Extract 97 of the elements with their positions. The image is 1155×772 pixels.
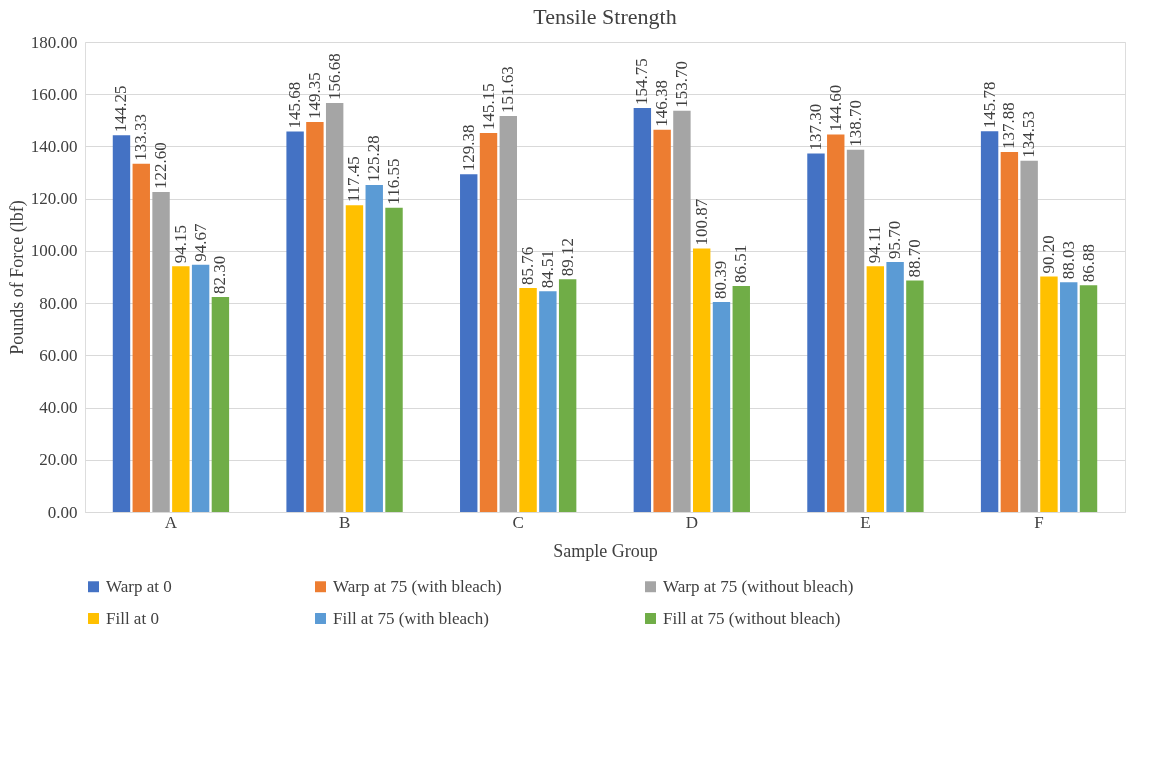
data-label: 94.67 [190,223,210,262]
data-label: 100.87 [691,198,711,246]
bar [558,279,577,512]
bar [460,174,478,512]
bar [866,266,885,512]
data-label: 116.55 [384,158,404,205]
bar [1040,276,1058,512]
y-tick-label: 0.00 [47,502,78,522]
data-label: 88.70 [904,239,924,278]
data-label: 149.35 [304,72,324,120]
bar [906,280,924,512]
data-label: 84.51 [537,250,557,289]
legend-label: Warp at 75 (without bleach) [663,576,854,596]
y-tick-label: 120.00 [30,189,78,209]
legend-label: Fill at 75 (with bleach) [333,608,489,628]
x-tick-label: E [860,512,871,532]
legend-label: Fill at 0 [106,608,159,628]
y-tick-label: 60.00 [39,345,78,365]
bar [365,184,383,512]
data-label: 80.39 [711,260,731,300]
bar [132,163,150,512]
data-label: 144.25 [111,85,131,133]
chart-title: Tensile Strength [533,4,677,29]
data-label: 85.76 [518,246,538,286]
bar [539,291,557,512]
bar [345,205,364,512]
data-label: 134.53 [1019,110,1039,158]
bar [286,131,304,512]
bar [1060,282,1078,512]
x-tick-label: F [1034,512,1044,532]
bar [653,129,671,512]
bar [479,133,498,512]
x-tick-label: B [338,512,351,532]
data-label: 94.15 [170,224,190,264]
bar [1000,151,1019,512]
bar [306,122,324,512]
bar [827,134,845,512]
data-label: 146.38 [652,80,672,127]
bar [693,248,711,512]
bar [172,266,190,512]
bar [846,149,865,512]
x-tick-label: D [685,512,698,532]
data-label: 144.60 [825,84,845,132]
data-label: 117.45 [344,156,364,203]
bar [519,288,537,512]
data-label: 129.38 [458,124,478,172]
data-label: 125.28 [364,135,384,182]
bar [325,102,344,512]
bar [673,110,691,512]
bar [886,262,904,512]
y-tick-label: 40.00 [39,398,78,418]
bar [385,207,403,512]
data-label: 154.75 [632,58,652,105]
data-label: 86.88 [1078,243,1098,283]
data-label: 156.68 [324,53,344,100]
bar [499,116,517,512]
data-label: 151.63 [498,66,518,114]
bar [1020,160,1038,512]
bar [191,264,210,512]
data-label: 94.11 [865,225,885,264]
y-axis-title: Pounds of Force (lbf) [6,200,28,355]
data-label: 138.70 [845,100,865,147]
data-label: 137.30 [805,103,825,151]
data-label: 82.30 [210,255,230,295]
y-tick-label: 180.00 [30,32,78,52]
y-tick-label: 160.00 [30,84,78,104]
data-label: 145.78 [979,81,999,129]
bar [712,302,731,512]
bar [732,286,750,512]
data-label: 133.33 [131,114,151,161]
bar [633,107,652,512]
y-tick-label: 80.00 [39,293,78,313]
bar [980,131,999,512]
data-label: 88.03 [1058,240,1078,280]
legend-label: Warp at 0 [106,576,172,596]
data-label: 145.68 [285,81,305,129]
legend-label: Warp at 75 (with bleach) [333,576,502,596]
bar [1079,285,1098,512]
bar [807,153,825,512]
bar [112,135,131,512]
bar [211,297,230,512]
x-axis-title: Sample Group [553,540,658,561]
y-tick-label: 20.00 [39,450,78,470]
data-label: 122.60 [151,142,171,189]
y-tick-label: 140.00 [30,136,78,156]
data-label: 90.20 [1038,235,1058,274]
bar [152,191,170,512]
x-tick-label: A [164,512,178,532]
data-label: 95.70 [885,220,905,260]
data-label: 86.51 [731,244,751,284]
legend-label: Fill at 75 (without bleach) [663,608,841,628]
data-label: 137.88 [999,102,1019,149]
data-label: 145.15 [478,83,498,130]
data-label: 89.12 [557,238,577,277]
y-tick-label: 100.00 [30,241,78,261]
x-tick-label: C [512,512,524,532]
data-label: 153.70 [671,60,691,108]
